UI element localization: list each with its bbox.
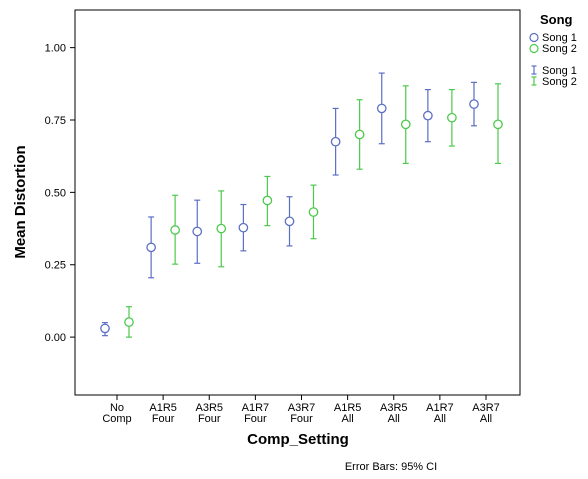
legend-label-errorbar: Song 1: [542, 65, 577, 77]
x-tick-label: A1R5 All: [334, 402, 362, 425]
data-point: [192, 226, 203, 237]
y-tick-label: 0.75: [45, 115, 66, 127]
data-point: [216, 223, 227, 234]
data-point: [423, 110, 433, 121]
data-point: [493, 119, 503, 130]
data-point: [469, 99, 479, 109]
x-tick-label: A3R5 Four: [195, 402, 223, 425]
data-point: [308, 207, 319, 217]
footnote: Error Bars: 95% CI: [345, 461, 437, 473]
data-point: [400, 119, 411, 130]
y-axis-ticks: 0.00 0.25 0.50 0.75 1.00: [45, 43, 75, 344]
y-tick-label: 0.25: [45, 260, 66, 272]
legend-marker-point: [529, 43, 539, 54]
x-tick-label: A1R7 Four: [242, 402, 270, 425]
data-point: [330, 136, 341, 147]
x-tick-label: A3R7 All: [472, 402, 500, 425]
data-point: [146, 242, 156, 253]
data-point: [170, 225, 180, 235]
x-axis-title: Comp_Setting: [247, 431, 349, 448]
x-axis-ticks: No Comp A1R5 Four A3R5 Four A1R7 Four A3R7 Four A1…: [102, 395, 500, 425]
x-tick-label: A3R5 All: [380, 402, 408, 425]
x-tick-label: No Comp: [102, 402, 131, 425]
plot-frame: [74, 9, 521, 396]
y-tick-label: 0.50: [45, 187, 66, 199]
data-marks: [100, 72, 503, 338]
legend-marker-point: [529, 32, 539, 43]
data-point: [262, 195, 273, 206]
x-tick-label: A3R7 Four: [288, 402, 316, 425]
legend-label-point: Song 2: [542, 43, 577, 55]
legend-label-point: Song 1: [542, 32, 577, 44]
legend-title: Song: [540, 12, 573, 27]
data-point: [238, 222, 249, 233]
y-tick-label: 0.00: [45, 332, 66, 344]
y-axis-title: Mean Distortion: [12, 145, 29, 258]
data-point: [376, 103, 387, 114]
data-point: [284, 216, 295, 227]
y-tick-label: 1.00: [45, 43, 66, 55]
data-point: [100, 323, 110, 334]
data-point: [447, 112, 457, 123]
x-tick-label: A1R7 All: [426, 402, 454, 425]
legend-label-errorbar: Song 2: [542, 76, 577, 88]
data-point: [354, 129, 365, 140]
x-tick-label: A1R5 Four: [149, 402, 177, 425]
data-point: [124, 317, 134, 327]
